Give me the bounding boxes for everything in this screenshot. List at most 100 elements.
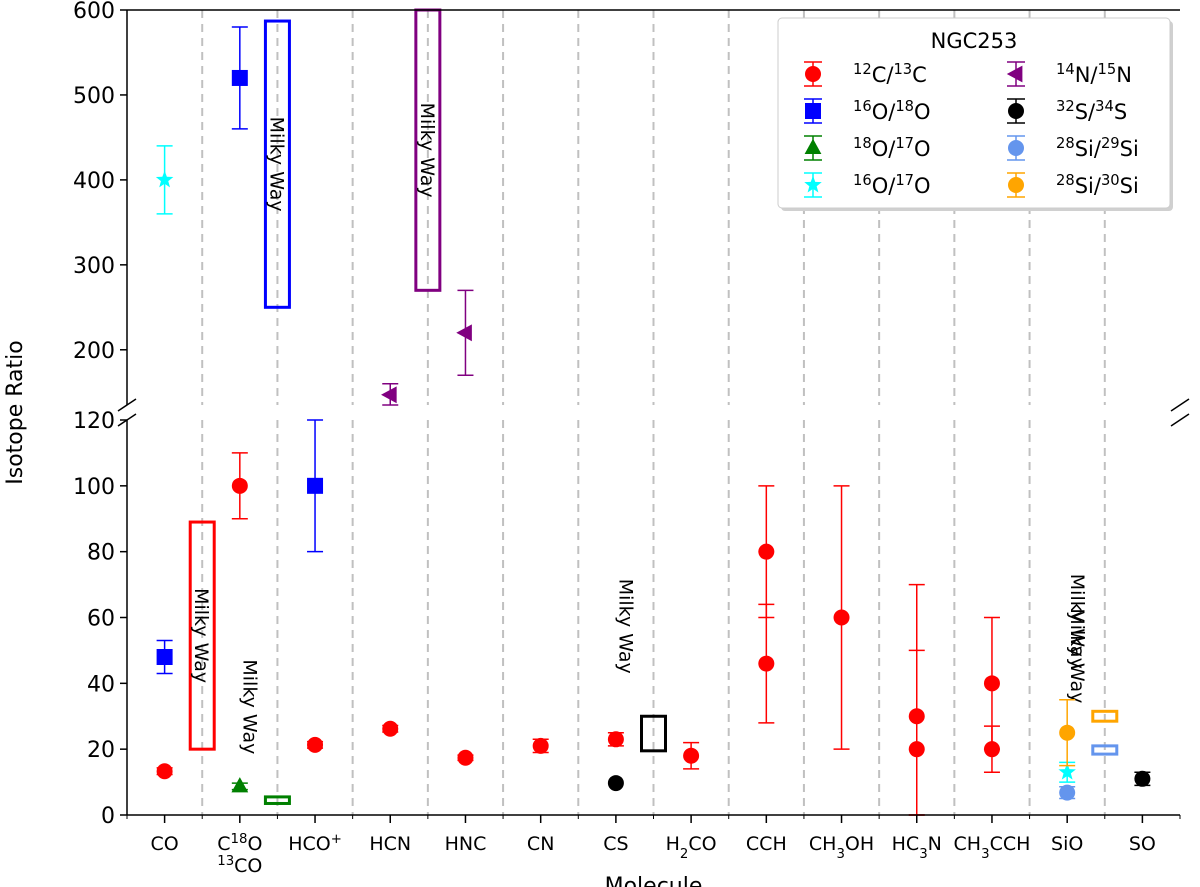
x-tick-label: CCH xyxy=(746,833,787,855)
marker xyxy=(908,741,925,758)
legend-label: 32S/34S xyxy=(1056,98,1127,125)
data-point-C12C13-CS xyxy=(607,731,624,748)
legend-entry-Si28Si29: 28Si/29Si xyxy=(1007,135,1139,162)
legend-marker xyxy=(1008,177,1024,193)
milky-way-label: Milky Way xyxy=(1066,608,1088,703)
legend-marker xyxy=(804,175,822,193)
marker xyxy=(1059,724,1076,741)
x-tick-label: CO xyxy=(150,833,178,855)
legend-entry-Si28Si30: 28Si/30Si xyxy=(1007,172,1139,199)
x-tick-label: H2CO xyxy=(666,833,717,862)
data-point-S32S34-SO xyxy=(1134,770,1151,787)
legend-label: 14N/15N xyxy=(1056,61,1132,88)
milky-way-label: Milky Way xyxy=(238,659,260,754)
x-tick-label: HNC xyxy=(445,833,487,855)
data-point-C12C13-C18O_13CO xyxy=(231,452,248,520)
data-point-S32S34-CS xyxy=(607,775,624,792)
milky-way-range: Milky Way xyxy=(1066,574,1119,723)
y-tick-label: 120 xyxy=(73,409,115,434)
milky-way-box xyxy=(1091,709,1119,723)
marker xyxy=(382,720,399,737)
data-point-C12C13-CH3OH xyxy=(833,485,850,750)
milky-way-label: Milky Way xyxy=(416,103,438,198)
legend-marker xyxy=(805,103,821,119)
milky-way-box xyxy=(1091,744,1119,756)
data-point-C12C13-HNC xyxy=(457,749,474,766)
milky-way-label: Milky Way xyxy=(190,588,212,683)
data-point-O16O18-CO xyxy=(156,639,173,675)
x-tick-label: C18O xyxy=(217,832,262,856)
y-tick-label: 300 xyxy=(73,254,115,279)
legend-entry-O16O17: 16O/17O xyxy=(804,172,931,199)
x-tick-label: CS xyxy=(603,833,628,855)
milky-way-label: Milky Way xyxy=(1066,574,1088,669)
legend-label: 28Si/30Si xyxy=(1056,172,1139,199)
data-point-O16O18-HCO+ xyxy=(307,419,324,553)
legend-marker xyxy=(805,66,821,82)
marker xyxy=(607,775,624,792)
marker xyxy=(307,736,324,753)
axis-break-mark xyxy=(1170,413,1190,427)
legend-entry-O18O17: 18O/17O xyxy=(804,135,931,161)
marker xyxy=(683,747,700,764)
y-tick-label: 400 xyxy=(73,169,115,194)
marker xyxy=(156,649,173,665)
legend-label: 28Si/29Si xyxy=(1056,135,1139,162)
y-tick-label: 20 xyxy=(87,738,115,763)
data-point-Si28Si29-SiO xyxy=(1059,784,1076,801)
legend-entry-O16O18: 16O/18O xyxy=(804,98,931,125)
x-tick-label: HC3N xyxy=(892,833,942,862)
data-point-C12C13-CH3CCH xyxy=(983,725,1000,773)
milky-way-box xyxy=(263,795,291,805)
legend-entry-S32S34: 32S/34S xyxy=(1007,98,1127,125)
milky-way-range: Milky Way xyxy=(615,579,667,753)
data-point-C12C13-CCH xyxy=(758,485,775,619)
marker xyxy=(607,731,624,748)
milky-way-label: Milky Way xyxy=(615,579,637,674)
marker xyxy=(156,763,173,780)
data-point-C12C13-H2CO xyxy=(683,741,700,770)
milky-way-label: Milky Way xyxy=(265,117,287,212)
marker xyxy=(457,749,474,766)
x-tick-label: CH3CCH xyxy=(954,833,1031,862)
x-tick-label: SiO xyxy=(1051,833,1083,855)
legend-title: NGC253 xyxy=(931,29,1018,53)
marker xyxy=(1058,763,1076,780)
y-tick-label: 60 xyxy=(87,607,115,632)
data-point-O16O17-CO xyxy=(155,145,174,215)
legend-marker xyxy=(1006,65,1023,83)
marker xyxy=(532,737,549,754)
y-tick-label: 80 xyxy=(87,541,115,566)
data-point-C12C13-HCN xyxy=(382,720,399,737)
milky-way-range: Milky Way xyxy=(188,520,216,751)
x-tick-label: 13CO xyxy=(217,854,262,878)
axis-break-mark xyxy=(117,398,137,412)
legend-entry-N14N15: 14N/15N xyxy=(1006,61,1132,88)
marker xyxy=(155,170,174,188)
data-point-Si28Si30-SiO xyxy=(1059,699,1076,767)
y-tick-label: 600 xyxy=(73,0,115,24)
marker xyxy=(758,655,775,672)
legend-label: 12C/13C xyxy=(853,61,927,88)
milky-way-range: Milky Way xyxy=(1066,608,1119,756)
x-tick-label: CN xyxy=(527,833,554,855)
y-tick-label: 200 xyxy=(73,339,115,364)
marker xyxy=(983,675,1000,692)
milky-way-box xyxy=(640,714,667,753)
marker xyxy=(231,477,248,494)
axes-layer: 200 300 400 500 600 0 20 40 60 80 100 120 CO C18O13CO… xyxy=(73,0,1190,878)
milky-way-box xyxy=(263,19,291,309)
data-point-C12C13-CN xyxy=(532,737,549,754)
y-tick-label: 0 xyxy=(101,804,115,829)
marker xyxy=(231,777,249,793)
legend-label: 16O/17O xyxy=(853,172,931,199)
data-point-O18O17-C18O_13CO xyxy=(231,777,249,793)
y-tick-label: 100 xyxy=(73,475,115,500)
x-tick-label: CH3OH xyxy=(809,833,874,862)
legend-marker xyxy=(1008,103,1024,119)
legend-label: 16O/18O xyxy=(853,98,931,125)
marker xyxy=(307,477,324,494)
legend-frame xyxy=(777,17,1171,209)
